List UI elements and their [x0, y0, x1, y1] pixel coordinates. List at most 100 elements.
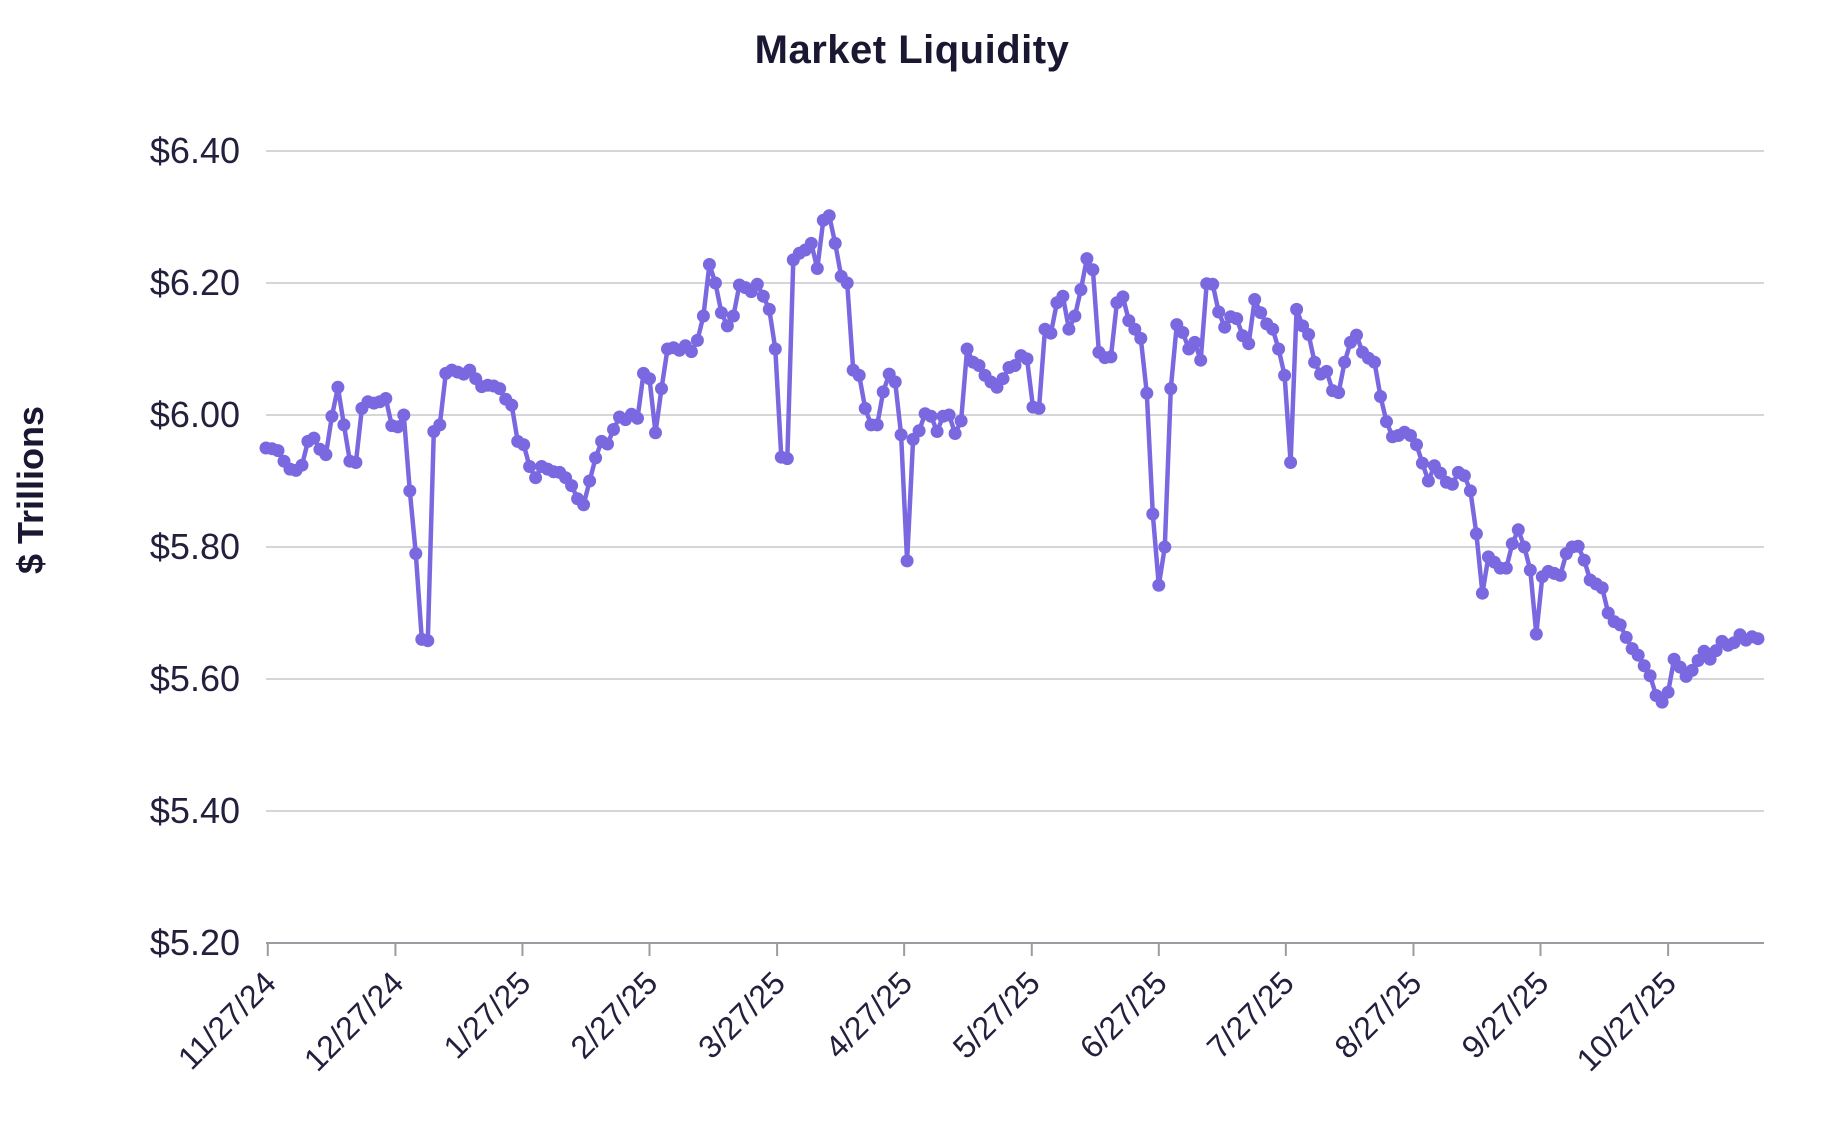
data-point: [565, 479, 579, 493]
data-point: [1146, 507, 1160, 521]
data-point: [684, 345, 698, 359]
data-point: [1194, 353, 1208, 367]
data-point: [517, 438, 531, 452]
data-point: [1553, 568, 1567, 582]
data-point: [1469, 527, 1483, 541]
x-tick-label: 1/27/25: [436, 964, 537, 1065]
data-point: [631, 411, 644, 425]
data-point: [1350, 328, 1363, 342]
data-point: [1445, 477, 1459, 491]
data-point: [858, 401, 872, 415]
data-point: [828, 236, 842, 250]
data-point: [1242, 337, 1256, 351]
data-point: [1463, 484, 1477, 498]
y-tick-label: $6.40: [150, 130, 240, 171]
chart-title: Market Liquidity: [754, 28, 1070, 72]
y-tick-label: $5.20: [150, 922, 240, 963]
data-point: [337, 418, 351, 432]
data-point: [1673, 660, 1687, 674]
x-tick-label: 12/27/24: [297, 964, 411, 1078]
data-point: [1230, 312, 1244, 326]
data-point: [1032, 401, 1046, 415]
data-point: [379, 392, 393, 405]
data-point: [708, 276, 722, 290]
data-point: [403, 484, 417, 498]
data-point: [750, 277, 764, 291]
data-point: [1284, 456, 1298, 469]
data-point: [577, 498, 591, 512]
data-point: [655, 382, 668, 396]
data-point: [1176, 326, 1190, 339]
data-point: [894, 428, 908, 442]
data-point: [690, 333, 704, 347]
data-point: [1499, 561, 1513, 575]
data-point: [583, 474, 597, 488]
data-point: [1655, 695, 1669, 709]
data-point: [271, 444, 285, 458]
data-point: [1517, 540, 1531, 554]
data-point: [493, 382, 507, 396]
data-point: [1475, 586, 1489, 600]
data-point: [756, 289, 770, 303]
data-point: [1308, 355, 1322, 369]
data-point: [822, 209, 836, 223]
data-point: [876, 385, 890, 399]
data-point: [1529, 627, 1543, 641]
data-point: [1254, 306, 1268, 320]
x-tick-label: 9/27/25: [1454, 964, 1555, 1065]
data-point: [1164, 382, 1178, 396]
data-point: [1685, 663, 1699, 677]
data-point: [1140, 386, 1154, 400]
data-point: [696, 309, 710, 323]
data-point: [720, 319, 734, 333]
data-point: [607, 423, 620, 436]
data-point: [954, 414, 968, 428]
data-point: [433, 418, 447, 432]
data-point: [1290, 302, 1304, 316]
data-point: [1128, 322, 1142, 336]
data-point: [1008, 359, 1022, 372]
data-point: [1577, 553, 1591, 567]
x-tick-label: 7/27/25: [1200, 964, 1301, 1065]
x-tick-label: 8/27/25: [1327, 964, 1428, 1065]
data-point: [888, 375, 902, 389]
data-point: [409, 547, 423, 561]
data-point: [601, 437, 614, 451]
data-point: [1272, 342, 1286, 356]
data-point: [1212, 305, 1226, 319]
x-tick-label: 3/27/25: [691, 964, 792, 1065]
data-point: [1320, 364, 1334, 378]
data-point: [726, 309, 740, 323]
data-point: [1661, 685, 1675, 699]
data-point: [643, 372, 656, 386]
data-point: [1415, 456, 1429, 470]
y-tick-label: $6.00: [150, 394, 240, 435]
data-point: [325, 409, 339, 423]
data-point: [1056, 289, 1070, 303]
data-point: [1511, 523, 1525, 537]
data-point: [1020, 352, 1034, 366]
data-point: [649, 426, 662, 440]
data-point: [804, 236, 818, 250]
data-point: [1338, 355, 1352, 369]
data-point: [529, 471, 543, 485]
data-point: [1613, 618, 1627, 632]
data-point: [1218, 320, 1232, 334]
data-point: [810, 262, 824, 275]
data-point: [589, 451, 603, 465]
x-tick-label: 5/27/25: [946, 964, 1047, 1065]
data-point: [505, 398, 519, 412]
data-point: [307, 431, 321, 445]
data-point: [1631, 648, 1645, 662]
data-point: [1086, 263, 1100, 277]
data-point: [1266, 322, 1280, 336]
data-point: [1248, 293, 1262, 306]
data-point: [319, 448, 333, 462]
data-point: [1158, 540, 1172, 554]
data-point: [1068, 309, 1082, 323]
data-point: [972, 359, 986, 372]
data-point: [1643, 669, 1657, 683]
data-point: [912, 424, 926, 438]
x-tick-label: 11/27/24: [171, 964, 283, 1076]
